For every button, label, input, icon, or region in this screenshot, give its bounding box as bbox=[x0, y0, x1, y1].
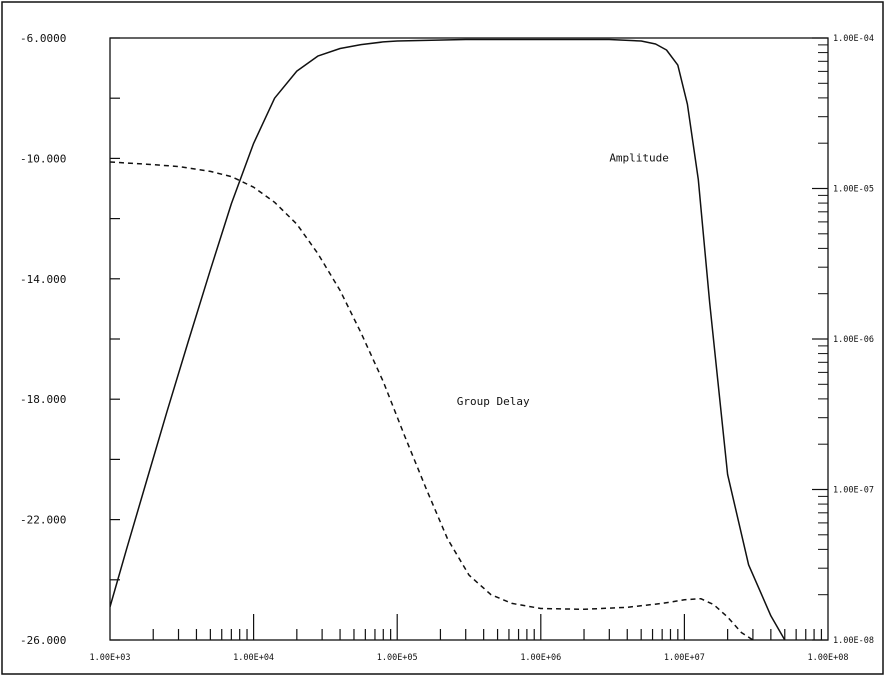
y-right-tick-label: 1.00E-07 bbox=[833, 486, 874, 496]
y-left-tick-label: -26.000 bbox=[20, 634, 66, 647]
y-right-tick-label: 1.00E-08 bbox=[833, 636, 874, 646]
annotation-amplitude: Amplitude bbox=[609, 151, 669, 164]
y-left-tick-label: -18.000 bbox=[20, 393, 66, 406]
y-right-tick-label: 1.00E-04 bbox=[833, 34, 874, 44]
y-left-tick-label: -10.000 bbox=[20, 152, 66, 165]
x-tick-label: 1.00E+07 bbox=[664, 653, 705, 663]
y-left-tick-label: -6.0000 bbox=[20, 32, 66, 45]
plot-area: 1.00E+03 1.00E+04 1.00E+05 1.00E+06 1.00E+07… bbox=[20, 32, 874, 663]
x-tick-label: 1.00E+06 bbox=[520, 653, 561, 663]
y-right-tick-label: 1.00E-06 bbox=[833, 335, 874, 345]
x-tick-label: 1.00E+04 bbox=[233, 653, 274, 663]
series-line-group-delay bbox=[110, 161, 791, 640]
annotation-group-delay: Group Delay bbox=[457, 395, 530, 408]
x-tick-label: 1.00E+03 bbox=[90, 653, 131, 663]
y-left-tick-label: -14.000 bbox=[20, 273, 66, 286]
x-tick-label: 1.00E+05 bbox=[377, 653, 418, 663]
y-left-tick-label: -22.000 bbox=[20, 514, 66, 527]
plot-frame bbox=[109, 37, 829, 641]
y-right-tick-label: 1.00E-05 bbox=[833, 185, 874, 195]
x-tick-label: 1.00E+08 bbox=[808, 653, 849, 663]
series-line-amplitude bbox=[110, 38, 786, 640]
